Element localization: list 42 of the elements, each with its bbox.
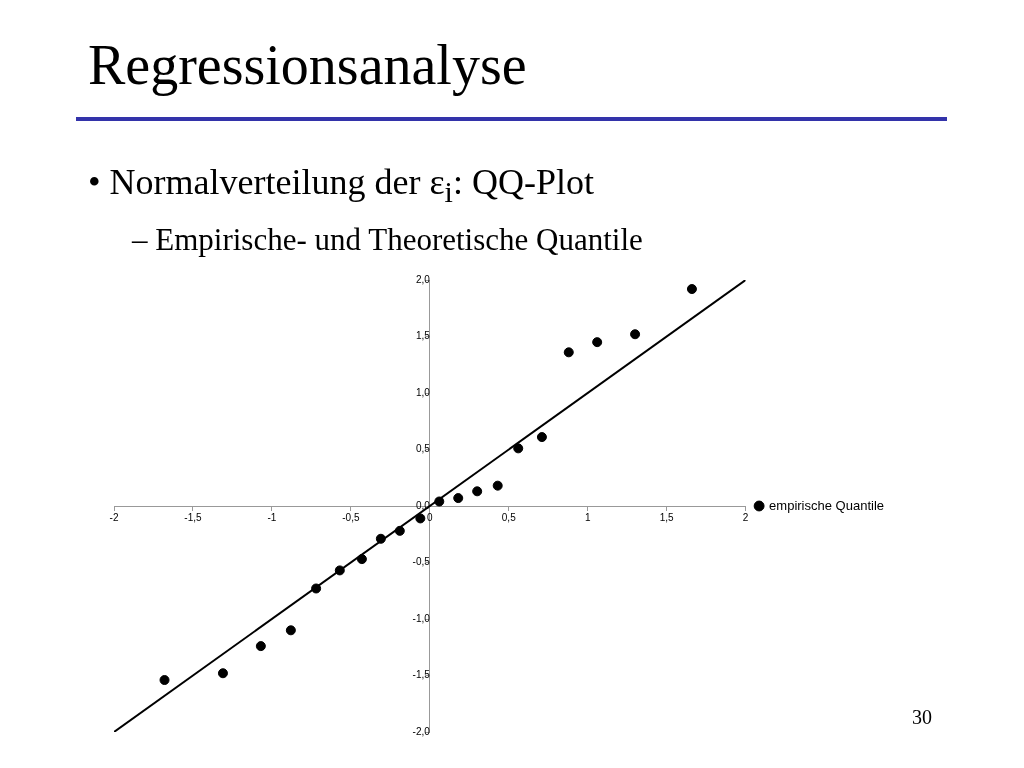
point: [334, 565, 345, 576]
point: [513, 443, 524, 454]
x-tick-label: -2: [109, 511, 119, 523]
point: [592, 337, 603, 348]
point: [311, 583, 322, 594]
x-tick-label: -1,5: [184, 511, 202, 523]
point: [375, 533, 386, 544]
text: 30: [912, 706, 932, 729]
point: [536, 432, 547, 443]
legend-label: empirische Quantile: [769, 497, 884, 513]
text: – Empirische- und Theoretische Quantile: [132, 221, 643, 259]
y-tick-label: 0,5: [415, 443, 431, 455]
y-tick-label: -2,0: [412, 725, 431, 737]
point: [217, 668, 228, 679]
point: [356, 554, 367, 565]
x-tick-label: 1: [584, 511, 591, 523]
point: [686, 284, 697, 295]
x-tick-label: 0,5: [501, 511, 517, 523]
point: [492, 480, 503, 491]
point: [255, 641, 266, 652]
y-tick-label: 2,0: [415, 273, 431, 285]
x-tick-label: 0: [427, 511, 434, 523]
chart-title: Regressionsanalyse: [88, 33, 527, 98]
point: [285, 625, 296, 636]
x-tick-label: 1,5: [659, 511, 675, 523]
x-tick-label: 2: [742, 511, 749, 523]
x-tick-label: -1: [267, 511, 277, 523]
x-tick-label: -0,5: [342, 511, 360, 523]
chart-subtitle: • Normalverteilung der ε$_{i}$: QQ-Plot: [88, 161, 594, 211]
y-tick-label: -0,5: [412, 556, 431, 568]
point: [394, 525, 405, 536]
point: [434, 496, 445, 507]
point: [563, 347, 574, 358]
point: [472, 486, 483, 497]
point: [630, 329, 641, 340]
y-tick-label: 1,0: [415, 386, 431, 398]
point: [159, 675, 170, 686]
point: [415, 513, 426, 524]
y-tick-label: 1,5: [415, 330, 431, 342]
point: [453, 493, 464, 504]
y-tick-label: -1,5: [412, 669, 431, 681]
y-tick-label: -1,0: [412, 612, 431, 624]
